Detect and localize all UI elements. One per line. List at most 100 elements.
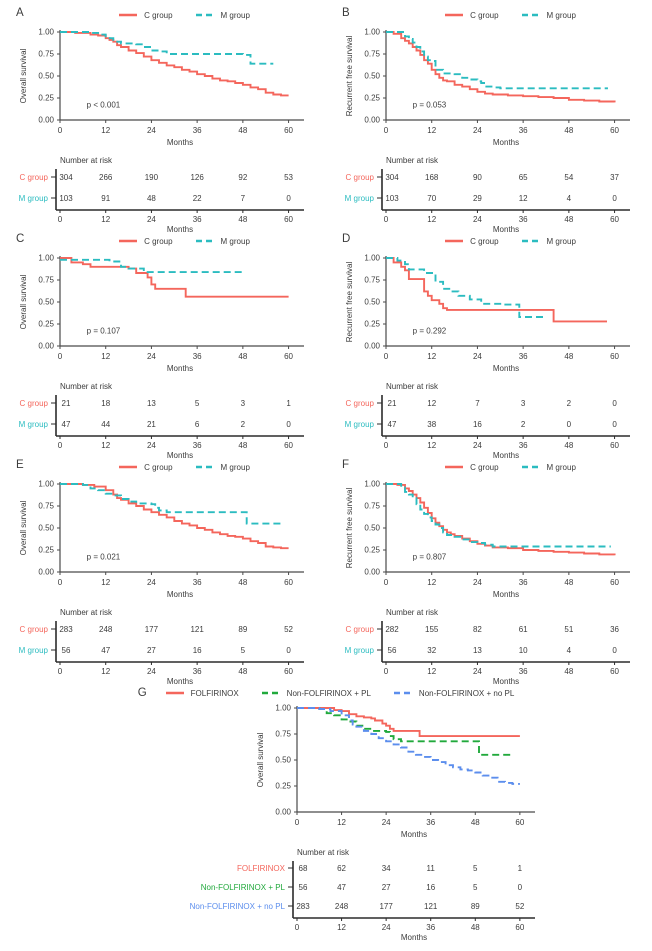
- p-value-label: p = 0.021: [87, 553, 121, 562]
- risk-x-tick-label: 60: [515, 923, 524, 932]
- solid-line-swatch-icon: [445, 239, 464, 243]
- x-tick-label: 24: [382, 818, 391, 827]
- plot-legend: FOLFIRINOX Non-FOLFIRINOX + PL Non-FOLFIRI…: [165, 689, 514, 698]
- risk-value: 4: [567, 646, 572, 655]
- risk-value: 36: [610, 625, 619, 634]
- risk-row-label: FOLFIRINOX: [237, 864, 286, 873]
- x-tick-label: 0: [384, 126, 389, 135]
- x-tick-label: 36: [193, 126, 202, 135]
- legend-item: M group: [521, 463, 576, 472]
- p-value-label: p = 0.053: [413, 101, 447, 110]
- p-value-label: p < 0.001: [87, 101, 121, 110]
- y-tick-label: 1.00: [364, 480, 380, 489]
- plot-axes: [296, 706, 535, 813]
- risk-table: Number at risk FOLFIRINOX 68 62 34 11 5 1 Non-FO…: [190, 848, 535, 940]
- risk-x-tick-label: 0: [58, 215, 63, 224]
- km-plot: 0.00 0.25 0.50 0.75 1.00 0 12 24 36 48 60 Months Rec…: [345, 28, 630, 147]
- risk-value: 5: [473, 864, 478, 873]
- risk-value: 304: [59, 173, 73, 182]
- km-plot: 0.00 0.25 0.50 0.75 1.00 0 12 24 36 48 60 Months Rec…: [345, 480, 630, 599]
- risk-x-tick-label: 24: [147, 215, 156, 224]
- legend-label: M group: [220, 236, 250, 246]
- risk-value: 0: [567, 420, 572, 429]
- dashed-line-swatch-icon: [195, 13, 214, 17]
- km-curve-m-group: [386, 257, 546, 318]
- y-tick-label: 1.00: [275, 704, 291, 713]
- risk-value: 7: [475, 399, 480, 408]
- risk-row-label: M group: [345, 420, 375, 429]
- risk-x-tick-label: 36: [519, 441, 528, 450]
- dashed-line-swatch-icon: [521, 239, 540, 243]
- risk-value: 0: [612, 646, 617, 655]
- figure-row-4: G FOLFIRINOX Non-FOLFIRINOX + PL Non-FOLFI…: [91, 684, 561, 940]
- y-tick-label: 0.25: [38, 546, 54, 555]
- x-axis-title: Months: [493, 138, 519, 147]
- x-tick-label: 0: [384, 578, 389, 587]
- legend-label: M group: [546, 236, 576, 246]
- risk-x-tick-label: 24: [382, 923, 391, 932]
- y-tick-label: 0.25: [364, 320, 380, 329]
- y-tick-label: 0.25: [38, 94, 54, 103]
- y-axis-title: Overall survival: [19, 500, 28, 555]
- risk-value: 0: [518, 883, 523, 892]
- risk-x-tick-label: 12: [101, 441, 110, 450]
- panel-letter: A: [16, 7, 24, 19]
- risk-value: 62: [337, 864, 346, 873]
- x-tick-label: 60: [610, 352, 619, 361]
- figure-row-2: C C group M group 0.00 0.25 0.50 0.75 1.00 0 12…: [0, 232, 652, 458]
- risk-x-axis-title: Months: [167, 451, 193, 458]
- y-tick-label: 0.75: [38, 50, 54, 59]
- legend-item: Non-FOLFIRINOX + no PL: [393, 689, 514, 698]
- risk-value: 177: [145, 625, 159, 634]
- risk-table-header: Number at risk: [386, 382, 439, 391]
- x-tick-label: 24: [147, 126, 156, 135]
- x-tick-label: 60: [610, 126, 619, 135]
- solid-line-swatch-icon: [119, 239, 138, 243]
- plot-axes: [385, 256, 630, 347]
- km-curve-folfirinox: [297, 707, 520, 738]
- plot-axes: [59, 256, 304, 347]
- y-tick-label: 0.50: [364, 72, 380, 81]
- x-tick-label: 12: [101, 126, 110, 135]
- figure-row-3: E C group M group 0.00 0.25 0.50 0.75 1.00 0 12…: [0, 458, 652, 684]
- legend-label: M group: [546, 10, 576, 20]
- risk-x-tick-label: 24: [473, 667, 482, 676]
- risk-x-axis-title: Months: [493, 677, 519, 684]
- dashed-line-swatch-icon: [195, 465, 214, 469]
- risk-value: 0: [612, 399, 617, 408]
- plot-legend: C group M group: [444, 237, 576, 246]
- risk-x-tick-label: 0: [384, 441, 389, 450]
- risk-value: 91: [101, 194, 110, 203]
- risk-value: 2: [241, 420, 246, 429]
- legend-item: C group: [118, 463, 173, 472]
- p-value-label: p = 0.107: [87, 327, 121, 336]
- dashed-line-swatch-icon: [393, 691, 412, 695]
- risk-x-axis-title: Months: [401, 933, 427, 940]
- km-curve-c-group: [60, 31, 289, 97]
- risk-value: 0: [286, 646, 291, 655]
- risk-x-tick-label: 0: [384, 215, 389, 224]
- plot-legend: C group M group: [118, 463, 250, 472]
- y-tick-label: 0.00: [364, 116, 380, 125]
- risk-value: 2: [567, 399, 572, 408]
- y-tick-label: 0.00: [275, 808, 291, 817]
- x-tick-label: 48: [238, 578, 247, 587]
- risk-x-tick-label: 36: [193, 667, 202, 676]
- risk-x-tick-label: 12: [427, 441, 436, 450]
- plot-legend: C group M group: [118, 237, 250, 246]
- y-axis-title: Overall survival: [256, 732, 265, 787]
- legend-label: M group: [220, 462, 250, 472]
- x-tick-label: 12: [101, 352, 110, 361]
- risk-x-tick-label: 48: [564, 215, 573, 224]
- risk-table: Number at risk C group 304 168 90 65 54 37 M gro…: [345, 156, 630, 232]
- risk-table-header: Number at risk: [297, 848, 350, 857]
- risk-x-tick-label: 0: [384, 667, 389, 676]
- y-tick-label: 0.50: [364, 524, 380, 533]
- x-tick-label: 60: [284, 126, 293, 135]
- risk-value: 90: [473, 173, 482, 182]
- km-curve-m-group: [60, 31, 274, 65]
- dashed-line-swatch-icon: [261, 691, 280, 695]
- km-curve-m-group: [60, 258, 243, 274]
- risk-x-tick-label: 48: [238, 215, 247, 224]
- panel-header: D C group M group: [326, 232, 652, 250]
